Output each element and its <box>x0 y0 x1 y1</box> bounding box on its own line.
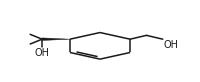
Polygon shape <box>42 38 70 41</box>
Text: OH: OH <box>35 48 50 58</box>
Text: OH: OH <box>164 40 179 50</box>
